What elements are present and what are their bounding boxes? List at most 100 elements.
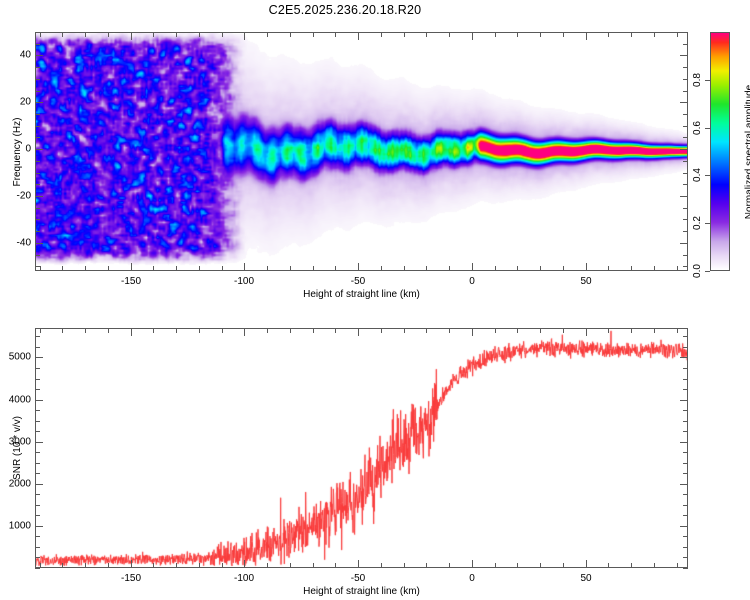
x-tick — [586, 263, 587, 271]
x-tick — [358, 263, 359, 271]
y-tick — [35, 526, 43, 527]
y-tick — [35, 389, 40, 390]
y-tick — [35, 452, 40, 453]
y-tick — [35, 515, 40, 516]
y-tick — [35, 557, 40, 558]
y-tick — [683, 421, 688, 422]
y-tick — [683, 379, 688, 380]
snr-yaxis-label: SNR (10 * v/v) — [12, 416, 23, 480]
x-tick — [472, 328, 473, 336]
y-tick — [35, 231, 40, 232]
y-tick — [35, 336, 40, 337]
x-tick — [449, 266, 450, 271]
x-tick — [153, 563, 154, 568]
y-tick — [683, 67, 688, 68]
x-tick — [131, 32, 132, 40]
y-tick — [683, 114, 688, 115]
y-tick — [35, 137, 40, 138]
y-tick — [680, 149, 688, 150]
spectrogram-panel — [35, 32, 688, 271]
x-tick — [290, 32, 291, 37]
x-tick — [495, 266, 496, 271]
spectrogram-yaxis-label: Frequency (Hz) — [12, 117, 23, 186]
figure-title: C2E5.2025.236.20.18.R20 — [268, 3, 422, 17]
x-tick-label: 50 — [580, 573, 592, 584]
y-tick — [683, 91, 688, 92]
x-tick — [404, 32, 405, 37]
y-tick-label: 20 — [19, 96, 31, 108]
y-tick — [680, 526, 688, 527]
x-tick — [608, 563, 609, 568]
x-tick — [313, 563, 314, 568]
colorbar-tick-label: 0.8 — [692, 73, 703, 87]
x-tick — [495, 563, 496, 568]
x-tick — [495, 328, 496, 333]
x-tick — [108, 32, 109, 37]
x-tick — [40, 32, 41, 37]
x-tick — [222, 563, 223, 568]
x-tick — [153, 32, 154, 37]
x-tick-label: 0 — [469, 276, 475, 287]
x-tick — [358, 560, 359, 568]
x-tick — [131, 328, 132, 336]
x-tick — [335, 328, 336, 333]
snr-xaxis-label: Height of straight line (km) — [303, 586, 420, 597]
x-tick — [426, 266, 427, 271]
y-tick — [35, 55, 43, 56]
x-tick-label: -150 — [120, 276, 142, 287]
y-tick-label: 2000 — [8, 478, 31, 490]
x-tick — [313, 266, 314, 271]
colorbar-tick — [705, 271, 710, 272]
y-tick — [680, 243, 688, 244]
colorbar-tick — [705, 80, 710, 81]
y-tick — [683, 231, 688, 232]
x-tick — [199, 266, 200, 271]
colorbar-tick — [705, 128, 710, 129]
y-tick — [683, 473, 688, 474]
y-tick — [683, 173, 688, 174]
x-tick — [222, 266, 223, 271]
y-tick — [35, 67, 40, 68]
y-tick — [683, 368, 688, 369]
x-tick-label: 0 — [469, 573, 475, 584]
y-tick — [35, 536, 40, 537]
y-tick — [35, 357, 43, 358]
y-tick — [683, 389, 688, 390]
x-tick — [540, 266, 541, 271]
colorbar-tick — [705, 223, 710, 224]
x-tick — [608, 32, 609, 37]
x-tick — [290, 266, 291, 271]
x-tick — [517, 32, 518, 37]
x-tick — [313, 328, 314, 333]
x-tick — [426, 32, 427, 37]
x-tick — [199, 563, 200, 568]
y-tick — [683, 410, 688, 411]
x-tick — [563, 266, 564, 271]
x-tick — [153, 328, 154, 333]
x-tick — [335, 32, 336, 37]
y-tick — [683, 137, 688, 138]
y-tick — [35, 173, 40, 174]
x-tick — [244, 263, 245, 271]
x-tick — [426, 328, 427, 333]
x-tick — [631, 563, 632, 568]
y-tick-label: 0 — [25, 143, 31, 155]
colorbar — [710, 32, 730, 271]
x-tick — [631, 32, 632, 37]
y-tick — [35, 208, 40, 209]
x-tick-label: -100 — [233, 573, 255, 584]
y-tick — [680, 102, 688, 103]
y-tick — [683, 126, 688, 127]
x-tick — [677, 563, 678, 568]
y-tick — [683, 557, 688, 558]
x-tick — [563, 328, 564, 333]
x-tick — [426, 563, 427, 568]
spectrogram-xaxis-label: Height of straight line (km) — [303, 289, 420, 300]
y-tick — [35, 410, 40, 411]
y-tick — [680, 400, 688, 401]
x-tick — [381, 266, 382, 271]
x-tick — [85, 563, 86, 568]
x-tick — [563, 563, 564, 568]
y-tick — [683, 255, 688, 256]
x-tick-label: -150 — [120, 573, 142, 584]
